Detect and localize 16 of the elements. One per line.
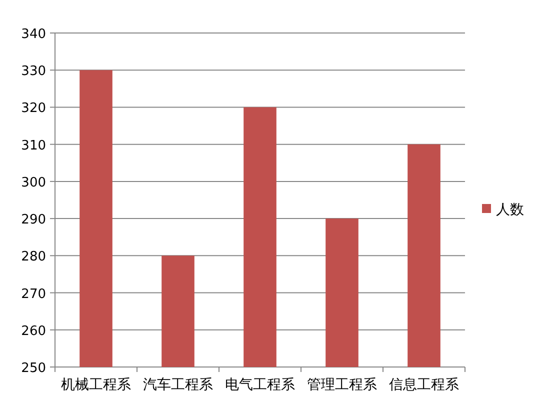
y-tick-label: 310: [21, 138, 46, 154]
legend-label: 人数: [496, 202, 524, 218]
y-tick-label: 330: [21, 64, 46, 80]
y-tick-label: 300: [21, 175, 46, 190]
y-tick-label: 340: [21, 27, 46, 42]
x-tick-label: 信息工程系: [389, 377, 459, 393]
y-tick-label: 270: [21, 286, 46, 302]
x-tick-label: 电气工程系: [225, 377, 295, 393]
y-tick-label: 320: [21, 101, 46, 116]
y-tick-label: 280: [21, 250, 46, 265]
x-tick-label: 机械工程系: [61, 377, 131, 393]
x-tick-label: 汽车工程系: [143, 377, 213, 393]
y-tick-label: 260: [21, 324, 46, 339]
x-tick-label: 管理工程系: [307, 377, 377, 393]
y-tick-label: 290: [21, 212, 46, 228]
y-tick-label: 250: [21, 361, 46, 376]
